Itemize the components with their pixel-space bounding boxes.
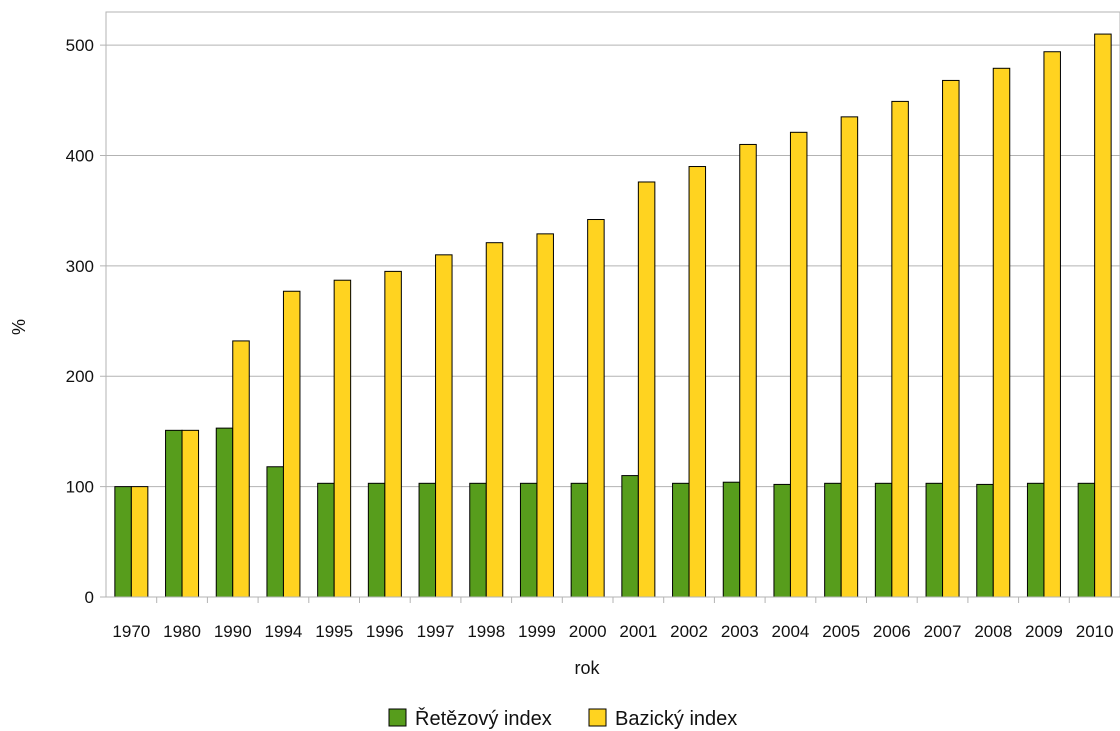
x-tick-label: 2006 [873,622,911,641]
bar-bazicky-2002 [688,166,707,598]
bar-bazicky-2008 [992,67,1011,598]
x-tick-label: 1996 [366,622,404,641]
x-axis-ticks: 1970 1980 1990 1994 1995 1996 1997 1998 1999 2000… [106,596,1120,641]
bar-bazicky-2010 [1094,33,1112,598]
x-tick-label: 2000 [569,622,607,641]
x-tick-label: 2004 [772,622,810,641]
y-axis-title: % [9,319,29,335]
plot-area [105,11,1120,598]
x-tick-label: 1980 [163,622,201,641]
y-tick-label: 100 [66,478,94,497]
bar-bazicky-2006 [891,100,909,598]
x-tick-label: 1997 [417,622,455,641]
x-tick-label: 1998 [467,622,505,641]
bar-retezovy-2006 [874,482,893,598]
y-tick-label: 0 [85,588,94,607]
bar-bazicky-1998 [485,242,504,598]
legend-swatch [388,708,407,727]
bar-retezovy-2004 [773,483,791,598]
bar-retezovy-1999 [519,482,538,598]
bar-retezovy-1998 [469,482,487,598]
bar-bazicky-1996 [384,270,402,598]
bar-retezovy-2003 [722,481,741,598]
x-tick-label: 1995 [315,622,353,641]
x-tick-label: 1999 [518,622,556,641]
legend-label: Bazický index [615,708,737,730]
bar-bazicky-1994 [282,290,301,598]
bar-retezovy-2002 [672,482,690,598]
bars [114,33,1112,598]
x-tick-label: 2010 [1076,622,1114,641]
bar-retezovy-2010 [1077,482,1096,598]
bar-bazicky-2001 [637,181,656,598]
x-tick-label: 2008 [974,622,1012,641]
bar-bazicky-2009 [1043,51,1061,598]
x-tick-label: 2009 [1025,622,1063,641]
bar-bazicky-1997 [435,254,453,598]
legend: Řetězový index Bazický index [388,707,737,730]
x-tick-label: 1970 [112,622,150,641]
x-axis-title: rok [574,658,600,678]
bar-bazicky-1990 [232,340,250,598]
y-tick-label: 200 [66,367,94,386]
legend-swatch [588,708,607,727]
x-tick-label: 2001 [619,622,657,641]
bar-bazicky-2005 [840,116,859,598]
y-tick-label: 400 [66,146,94,165]
bar-retezovy-2008 [976,483,994,598]
bar-bazicky-2000 [587,219,605,598]
bar-retezovy-1996 [367,482,386,598]
bar-retezovy-1970 [114,486,132,598]
bar-bazicky-1970 [130,486,149,598]
bar-retezovy-2001 [621,475,639,598]
y-tick-label: 500 [66,36,94,55]
x-tick-label: 1990 [214,622,252,641]
x-tick-label: 2007 [924,622,962,641]
bar-retezovy-2000 [570,482,589,598]
bar-bazicky-2004 [789,131,808,598]
x-tick-label: 2005 [822,622,860,641]
x-tick-label: 2003 [721,622,759,641]
bar-retezovy-1994 [266,466,284,598]
y-tick-label: 300 [66,257,94,276]
bar-retezovy-2007 [925,482,944,598]
bar-retezovy-1980 [165,429,183,598]
bar-bazicky-1999 [536,233,554,598]
bar-retezovy-1995 [317,482,335,598]
y-axis-ticks: 0 100 200 300 400 500 [66,36,106,607]
legend-label: Řetězový index [415,707,552,730]
bar-bazicky-2003 [739,143,757,598]
bar-bazicky-2007 [942,79,960,598]
bar-bazicky-1980 [181,429,200,598]
bar-bazicky-1995 [333,279,352,598]
x-tick-label: 2002 [670,622,708,641]
bar-retezovy-2005 [824,482,842,598]
bar-retezovy-2009 [1026,482,1045,598]
bar-retezovy-1990 [215,427,234,598]
x-tick-label: 1994 [265,622,303,641]
bar-retezovy-1997 [418,482,437,598]
